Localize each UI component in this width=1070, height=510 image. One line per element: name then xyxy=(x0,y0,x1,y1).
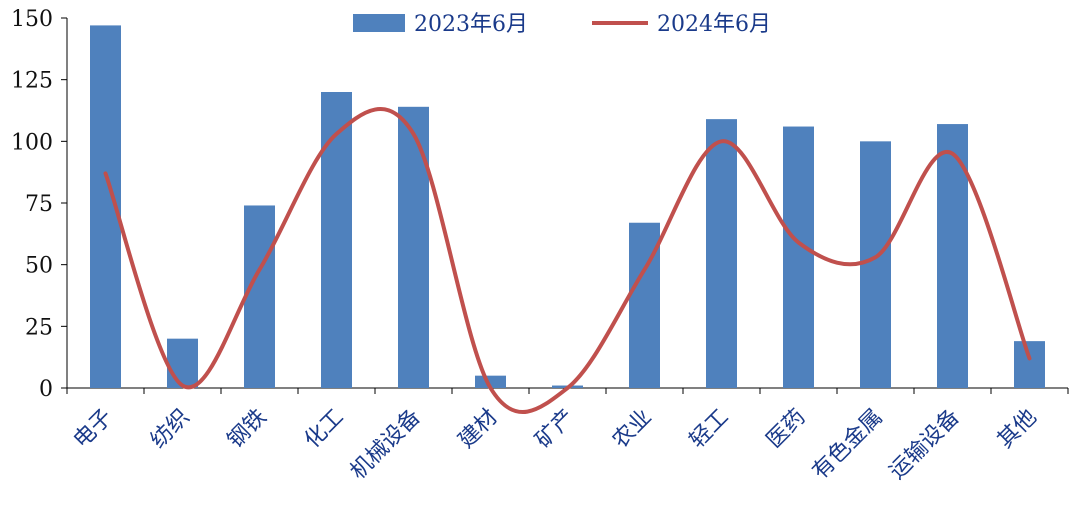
line-point xyxy=(567,388,568,389)
x-tick-label: 机械设备 xyxy=(346,405,426,485)
y-tick-label: 25 xyxy=(25,315,53,340)
legend: 2023年6月 2024年6月 xyxy=(353,12,771,37)
line-point xyxy=(721,141,722,142)
bar xyxy=(398,106,429,389)
x-tick-label: 轻工 xyxy=(685,405,734,454)
x-tick-label: 钢铁 xyxy=(223,405,272,454)
bar xyxy=(244,205,275,388)
bar xyxy=(167,338,198,388)
bar xyxy=(860,141,891,388)
y-tick-label: 75 xyxy=(25,192,53,217)
y-tick-label: 0 xyxy=(39,377,53,402)
bar-series xyxy=(90,25,1045,389)
line-point xyxy=(644,269,645,270)
line-point xyxy=(1029,358,1030,359)
line-point xyxy=(105,173,106,174)
x-tick-label: 运输设备 xyxy=(885,405,965,485)
x-tick-label: 其他 xyxy=(993,405,1042,454)
line-point xyxy=(259,269,260,270)
x-tick-label: 农业 xyxy=(608,405,657,454)
line-point xyxy=(490,388,491,389)
bar xyxy=(706,119,737,388)
line-point xyxy=(798,242,799,243)
legend-label-bar: 2023年6月 xyxy=(414,12,528,37)
line-point xyxy=(182,385,183,386)
y-tick-label: 100 xyxy=(11,130,53,155)
bar xyxy=(1014,341,1045,388)
bar xyxy=(321,92,352,388)
x-tick-label: 矿产 xyxy=(531,405,580,454)
y-tick-label: 125 xyxy=(11,69,53,94)
x-tick-label: 有色金属 xyxy=(808,405,888,485)
x-tick-label: 电子 xyxy=(69,405,118,454)
bar xyxy=(475,375,506,388)
legend-label-line: 2024年6月 xyxy=(657,12,771,37)
series-line xyxy=(103,107,1032,414)
x-tick-label: 化工 xyxy=(300,405,349,454)
x-tick-label: 医药 xyxy=(762,405,811,454)
y-tick-label: 50 xyxy=(25,254,53,279)
y-tick-label: 150 xyxy=(11,7,53,32)
line-series xyxy=(103,107,1032,414)
x-tick-label: 纺织 xyxy=(146,405,195,454)
y-axis: 0 25 50 75 100 125 150 xyxy=(11,7,68,402)
x-tick-label: 建材 xyxy=(454,405,503,454)
line-point xyxy=(952,153,953,154)
line-point xyxy=(336,133,337,134)
bar xyxy=(783,126,814,389)
legend-swatch-bar xyxy=(353,14,405,32)
line-point xyxy=(875,257,876,258)
line-point xyxy=(413,133,414,134)
